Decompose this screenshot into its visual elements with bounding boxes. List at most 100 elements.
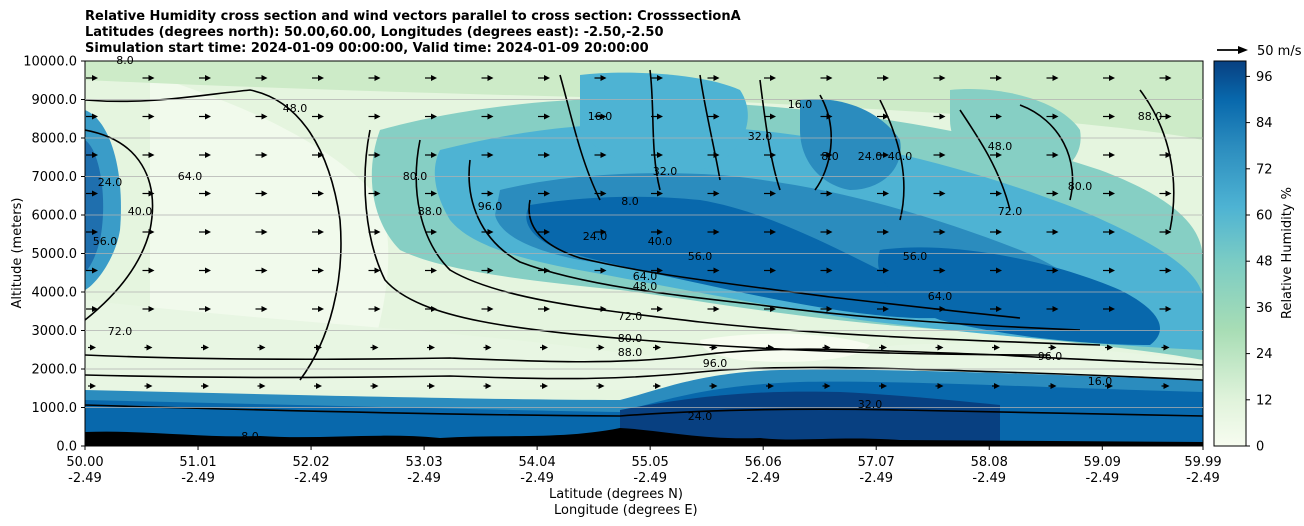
wind-vector-arrowhead: [487, 152, 494, 158]
wind-vector-arrowhead: [768, 383, 774, 389]
y-gridlines: [85, 99, 1203, 408]
wind-vector-arrowhead: [318, 75, 324, 81]
wind-vector-arrowhead: [374, 113, 381, 120]
wind-vector-arrowhead: [92, 229, 98, 235]
wind-vector-arrowhead: [259, 344, 266, 351]
wind-vector-arrowhead: [148, 113, 155, 120]
contour-label: 40.0: [888, 150, 913, 163]
wind-vector-arrowhead: [1165, 190, 1172, 197]
wind-vector-arrowhead: [205, 190, 211, 197]
wind-vector-arrowhead: [205, 267, 211, 274]
wind-vector-arrowhead: [881, 344, 887, 351]
y-tick-label: 9000.0: [32, 93, 78, 108]
wind-vector-arrowhead: [657, 229, 663, 235]
contour-label: 16.0: [788, 98, 813, 111]
wind-vector-arrowhead: [205, 113, 211, 120]
wind-vector-arrowhead: [994, 383, 1000, 389]
contour-label: 96.0: [478, 200, 503, 213]
x-tick-label-latitude: 57.07: [858, 455, 895, 470]
wind-vector-arrowhead: [657, 306, 663, 312]
x-tick-label-latitude: 55.05: [632, 455, 669, 470]
wind-vector-arrowhead: [431, 152, 437, 158]
wind-vector-arrowhead: [542, 383, 548, 389]
wind-vector-arrowhead: [598, 344, 605, 351]
wind-vector-arrowhead: [487, 190, 494, 197]
contour-label: 40.0: [128, 205, 153, 218]
wind-vector-arrowhead: [90, 344, 96, 351]
contour-label: 32.0: [748, 130, 773, 143]
wind-vector-arrowhead: [1165, 306, 1172, 312]
wind-vector-arrowhead: [1163, 344, 1170, 351]
colorbar-tick-label: 36: [1256, 301, 1273, 316]
wind-vector-arrowhead: [92, 113, 98, 120]
contour-label: 56.0: [688, 250, 713, 263]
wind-vector-arrowhead: [544, 152, 550, 158]
contour-label: 80.0: [618, 332, 643, 345]
x-tick-label-longitude: -2.49: [972, 471, 1006, 486]
wind-vector-arrowhead: [318, 229, 324, 235]
wind-vector-arrowhead: [148, 75, 155, 81]
wind-vector-arrowhead: [657, 152, 663, 158]
y-tick-label: 6000.0: [32, 209, 78, 224]
contour-label: 48.0: [633, 280, 658, 293]
wind-vector-arrowhead: [205, 152, 211, 158]
wind-vector-arrowhead: [431, 267, 437, 274]
contour-label: 8.0: [821, 150, 839, 163]
wind-vector-arrowhead: [429, 344, 435, 351]
wind-vector-arrowhead: [431, 306, 437, 312]
x-tick-label-latitude: 52.02: [292, 455, 329, 470]
contour-label: 80.0: [403, 170, 428, 183]
x-tick-label-latitude: 54.04: [519, 455, 556, 470]
contour-label: 64.0: [178, 170, 203, 183]
wind-vector-arrowhead: [318, 190, 324, 197]
wind-vector-arrowhead: [713, 229, 720, 235]
wind-vector-arrowhead: [996, 75, 1002, 81]
wind-vector-arrowhead: [431, 75, 437, 81]
wind-vector-arrowhead: [600, 152, 607, 158]
wind-vector-arrowhead: [261, 229, 268, 235]
wind-vector-arrowhead: [600, 306, 607, 312]
wind-vector-arrowhead: [768, 344, 774, 351]
x-tick-label-longitude: -2.49: [181, 471, 215, 486]
wind-vector-arrowhead: [770, 152, 776, 158]
wind-vector-arrowhead: [713, 152, 720, 158]
wind-vector-arrowhead: [824, 344, 831, 351]
colorbar-scale: [1213, 60, 1247, 447]
wind-vector-arrowhead: [485, 383, 492, 389]
wind-vector-arrowhead: [939, 229, 946, 235]
wind-vector-arrowhead: [996, 306, 1002, 312]
x-tick-label-longitude: -2.49: [407, 471, 441, 486]
wind-vector-arrowhead: [261, 306, 268, 312]
wind-vector-arrowhead: [1109, 229, 1115, 235]
wind-vector-arrowhead: [372, 383, 379, 389]
wind-vector-arrowhead: [1107, 344, 1113, 351]
wind-vector-arrowhead: [883, 75, 889, 81]
wind-vector-arrowhead: [713, 75, 720, 81]
contour-label: 16.0: [588, 110, 613, 123]
y-tick-label: 0.0: [56, 440, 77, 455]
wind-vector-arrowhead: [1165, 152, 1172, 158]
wind-vector-arrowhead: [655, 344, 661, 351]
y-axis: 0.0 1000.0 2000.0 3000.0 4000.0 5000.0 6000.0 7…: [23, 55, 85, 455]
wind-vector-arrowhead: [826, 113, 833, 120]
wind-vector-arrowhead: [316, 344, 322, 351]
x-tick-label-longitude: -2.49: [859, 471, 893, 486]
wind-vector-arrowhead: [487, 229, 494, 235]
wind-vector-arrowhead: [544, 190, 550, 197]
wind-vector-arrowhead: [148, 306, 155, 312]
wind-vector-arrowhead: [92, 152, 98, 158]
contour-label: 80.0: [1068, 180, 1093, 193]
wind-vector-arrowhead: [1052, 75, 1059, 81]
contour-labels: 8.024.040.056.064.048.072.080.088.0 96.01…: [93, 54, 1163, 443]
contour-label: 88.0: [618, 346, 643, 359]
wind-vector-arrowhead: [883, 190, 889, 197]
wind-vector-arrowhead: [374, 306, 381, 312]
wind-vector-arrowhead: [431, 113, 437, 120]
wind-vector-arrowhead: [1050, 344, 1057, 351]
wind-vector-arrowhead: [600, 190, 607, 197]
wind-vector-arrowhead: [770, 229, 776, 235]
wind-vector-arrowhead: [374, 190, 381, 197]
wind-vector-arrowhead: [487, 113, 494, 120]
wind-vector-arrowhead: [1052, 267, 1059, 274]
wind-vector-arrowhead: [713, 113, 720, 120]
